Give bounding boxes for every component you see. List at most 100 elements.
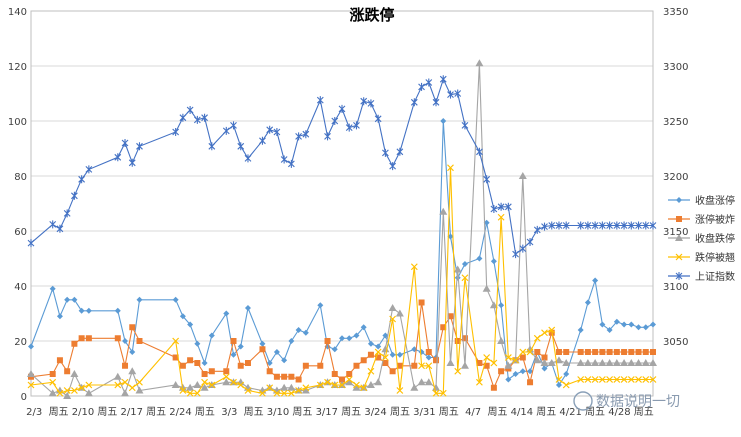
data-point <box>360 384 368 392</box>
data-point <box>375 343 382 350</box>
data-point <box>526 348 534 356</box>
data-point <box>316 381 324 389</box>
data-point <box>490 384 497 391</box>
data-point <box>71 340 78 347</box>
data-point <box>331 371 338 377</box>
data-point <box>548 326 556 334</box>
data-point <box>367 351 374 358</box>
data-point <box>281 357 288 364</box>
data-point <box>71 296 78 303</box>
data-point <box>374 348 382 356</box>
data-point <box>287 383 296 391</box>
data-point <box>208 332 215 339</box>
data-point <box>440 118 447 124</box>
data-point <box>591 221 599 230</box>
data-point <box>454 89 462 98</box>
data-point <box>237 343 244 350</box>
data-point <box>194 360 201 366</box>
data-point <box>237 381 245 389</box>
x-tick-label: 周五 <box>488 406 508 418</box>
data-point <box>439 75 447 84</box>
data-point <box>287 389 295 397</box>
y-right-tick-label: 3250 <box>663 117 688 128</box>
data-point <box>504 202 512 211</box>
data-point <box>554 356 563 364</box>
data-point <box>171 381 180 388</box>
y-right-tick-label: 3050 <box>663 337 688 348</box>
data-point <box>497 337 506 344</box>
x-tick-label: 周五 <box>292 406 312 418</box>
data-point <box>649 359 657 366</box>
data-point <box>519 244 527 253</box>
data-point <box>128 158 136 167</box>
data-point <box>172 296 179 303</box>
data-point <box>591 359 600 366</box>
data-point <box>650 349 656 355</box>
legend-label: 上证指数 <box>695 270 735 283</box>
data-point <box>85 381 93 389</box>
plot-frame <box>30 10 654 397</box>
data-point <box>425 78 433 87</box>
legend-item: 涨停被炸 <box>668 213 735 226</box>
data-point <box>606 221 613 230</box>
data-point <box>613 318 620 325</box>
data-point <box>179 387 187 394</box>
data-point <box>454 338 461 344</box>
data-point <box>63 209 71 218</box>
data-point <box>56 389 64 397</box>
data-point <box>244 360 251 366</box>
data-point <box>230 338 237 344</box>
data-point <box>425 354 432 361</box>
data-point <box>483 175 491 184</box>
data-point <box>649 221 657 230</box>
data-point <box>396 351 403 358</box>
data-point <box>121 389 130 397</box>
data-point <box>302 130 310 139</box>
data-point <box>201 371 208 377</box>
data-point <box>497 202 505 211</box>
data-point <box>606 376 614 383</box>
data-point <box>353 381 360 389</box>
data-point <box>281 373 288 380</box>
data-point <box>78 335 85 342</box>
data-point <box>534 349 541 355</box>
data-point <box>122 338 129 344</box>
data-point <box>338 381 346 389</box>
data-point <box>592 277 599 284</box>
x-tick-label: 3/31 <box>413 407 435 418</box>
data-point <box>628 321 635 328</box>
data-point <box>512 371 519 377</box>
data-point <box>498 302 505 309</box>
series-1 <box>28 118 656 388</box>
data-point <box>440 324 447 331</box>
y-left-tick-label: 80 <box>14 172 27 183</box>
data-point <box>583 359 592 366</box>
x-tick-label: 2/10 <box>72 407 94 418</box>
data-point <box>367 99 375 108</box>
data-point <box>562 359 571 366</box>
data-point <box>382 360 389 366</box>
data-point <box>533 225 541 234</box>
data-point <box>193 381 202 388</box>
data-point <box>649 376 657 383</box>
data-point <box>527 368 534 375</box>
data-point <box>302 329 309 336</box>
data-point <box>410 263 418 271</box>
data-point <box>295 387 303 394</box>
data-point <box>324 132 331 141</box>
data-point <box>338 104 346 113</box>
x-tick-label: 周五 <box>390 406 410 418</box>
data-point <box>237 142 245 151</box>
data-point <box>366 381 375 388</box>
data-point <box>527 379 534 386</box>
data-point <box>627 359 636 366</box>
data-point <box>56 357 63 364</box>
x-tick-label: 4/21 <box>559 407 581 418</box>
data-point <box>599 321 606 328</box>
data-point <box>425 349 432 355</box>
data-point <box>208 142 216 151</box>
data-point <box>49 220 57 229</box>
data-point <box>201 360 208 366</box>
data-point <box>635 376 642 383</box>
